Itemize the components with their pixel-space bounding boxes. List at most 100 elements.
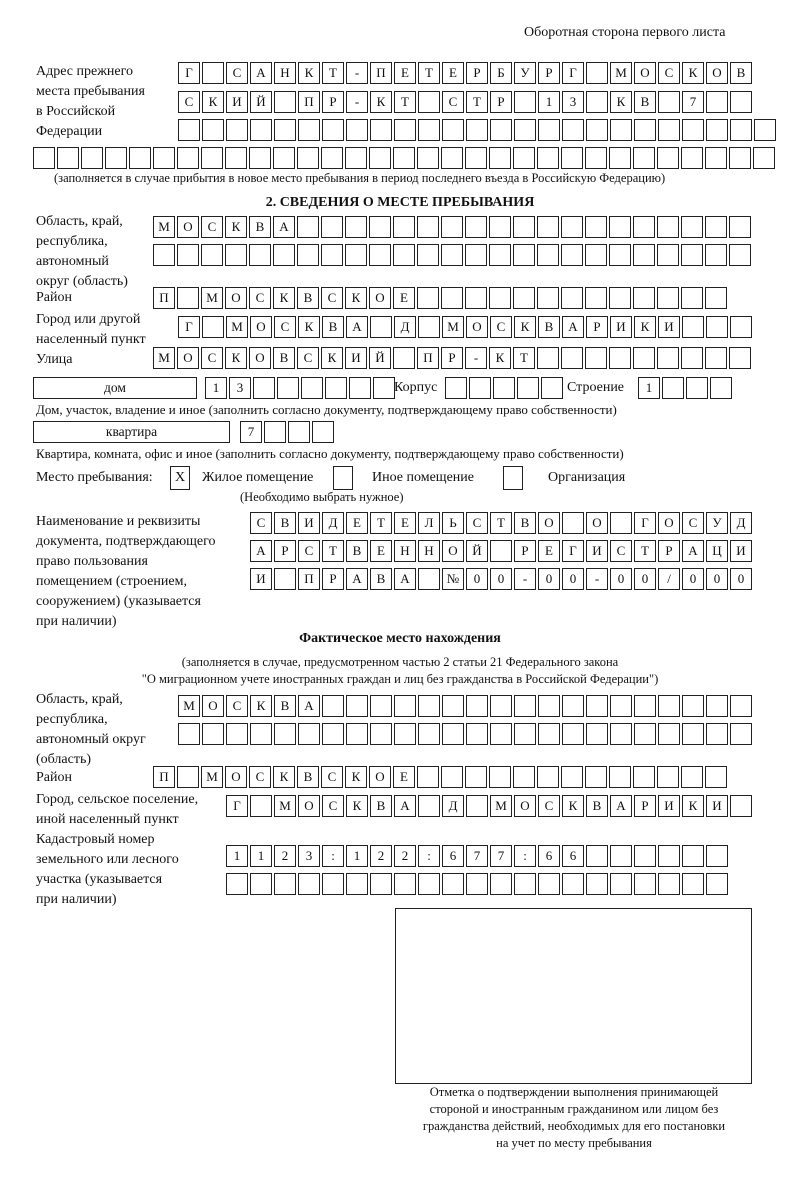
char-box[interactable] (153, 147, 175, 169)
char-box[interactable] (322, 695, 344, 717)
char-box[interactable]: 2 (274, 845, 296, 867)
char-box[interactable] (249, 147, 271, 169)
char-box[interactable]: И (610, 316, 632, 338)
char-box[interactable]: И (226, 91, 248, 113)
char-box[interactable]: В (273, 347, 295, 369)
char-box[interactable]: В (297, 766, 319, 788)
char-box[interactable]: А (610, 795, 632, 817)
char-box[interactable]: В (370, 795, 392, 817)
char-box[interactable] (682, 695, 704, 717)
char-box[interactable]: Е (394, 62, 416, 84)
char-box[interactable]: Г (178, 62, 200, 84)
char-box[interactable] (537, 147, 559, 169)
char-box[interactable] (201, 244, 223, 266)
char-box[interactable]: К (202, 91, 224, 113)
char-box[interactable] (706, 91, 728, 113)
char-box[interactable] (657, 244, 679, 266)
char-box[interactable] (705, 347, 727, 369)
char-box[interactable] (489, 216, 511, 238)
char-box[interactable] (274, 723, 296, 745)
char-box[interactable] (249, 244, 271, 266)
char-box[interactable] (561, 766, 583, 788)
char-box[interactable] (273, 147, 295, 169)
char-box[interactable] (586, 873, 608, 895)
char-box[interactable]: А (394, 795, 416, 817)
char-box[interactable] (730, 695, 752, 717)
char-box[interactable] (394, 695, 416, 717)
char-box[interactable] (418, 873, 440, 895)
char-box[interactable]: С (249, 287, 271, 309)
char-box[interactable] (57, 147, 79, 169)
char-box[interactable]: М (442, 316, 464, 338)
char-box[interactable] (250, 723, 272, 745)
char-box[interactable] (658, 873, 680, 895)
char-box[interactable] (370, 316, 392, 338)
char-box[interactable]: В (346, 540, 368, 562)
char-box[interactable] (705, 766, 727, 788)
char-box[interactable]: - (465, 347, 487, 369)
char-box[interactable]: Н (418, 540, 440, 562)
char-box[interactable] (441, 216, 463, 238)
char-box[interactable] (730, 119, 752, 141)
char-box[interactable]: О (202, 695, 224, 717)
char-box[interactable] (301, 377, 323, 399)
char-box[interactable] (634, 723, 656, 745)
char-box[interactable]: Г (562, 540, 584, 562)
char-box[interactable]: В (730, 62, 752, 84)
char-box[interactable]: И (706, 795, 728, 817)
char-box[interactable]: В (297, 287, 319, 309)
char-box[interactable] (753, 147, 775, 169)
char-box[interactable] (610, 695, 632, 717)
char-box[interactable]: Р (538, 62, 560, 84)
char-box[interactable] (441, 147, 463, 169)
char-box[interactable]: В (249, 216, 271, 238)
char-box[interactable]: С (298, 540, 320, 562)
char-box[interactable] (681, 287, 703, 309)
char-box[interactable]: К (298, 316, 320, 338)
char-box[interactable]: А (250, 540, 272, 562)
char-box[interactable] (490, 873, 512, 895)
char-box[interactable] (465, 216, 487, 238)
char-box[interactable]: С (442, 91, 464, 113)
char-box[interactable] (562, 119, 584, 141)
char-box[interactable]: О (658, 512, 680, 534)
char-box[interactable] (658, 845, 680, 867)
char-box[interactable] (634, 695, 656, 717)
char-box[interactable]: П (153, 766, 175, 788)
char-box[interactable] (325, 377, 347, 399)
char-box[interactable] (562, 695, 584, 717)
char-box[interactable]: Д (442, 795, 464, 817)
char-box[interactable] (610, 873, 632, 895)
char-box[interactable] (537, 347, 559, 369)
char-box[interactable]: К (273, 287, 295, 309)
char-box[interactable]: О (586, 512, 608, 534)
char-box[interactable] (538, 119, 560, 141)
char-box[interactable] (277, 377, 299, 399)
char-box[interactable] (465, 147, 487, 169)
char-box[interactable] (393, 216, 415, 238)
char-box[interactable] (202, 723, 224, 745)
char-box[interactable]: Р (322, 91, 344, 113)
char-box[interactable] (658, 91, 680, 113)
char-box[interactable] (373, 377, 395, 399)
char-box[interactable]: О (466, 316, 488, 338)
char-box[interactable] (634, 845, 656, 867)
char-box[interactable]: О (298, 795, 320, 817)
char-box[interactable] (489, 244, 511, 266)
char-box[interactable]: Р (322, 568, 344, 590)
char-box[interactable]: 3 (229, 377, 251, 399)
char-box[interactable]: Р (586, 316, 608, 338)
char-box[interactable]: П (298, 568, 320, 590)
char-box[interactable] (754, 119, 776, 141)
char-box[interactable]: Й (466, 540, 488, 562)
char-box[interactable]: 7 (240, 421, 262, 443)
char-box[interactable] (538, 873, 560, 895)
char-box[interactable] (609, 766, 631, 788)
char-box[interactable] (609, 347, 631, 369)
char-box[interactable]: 0 (706, 568, 728, 590)
char-box[interactable]: К (345, 287, 367, 309)
char-box[interactable] (346, 119, 368, 141)
char-box[interactable]: Т (370, 512, 392, 534)
char-box[interactable]: О (706, 62, 728, 84)
char-box[interactable] (442, 723, 464, 745)
